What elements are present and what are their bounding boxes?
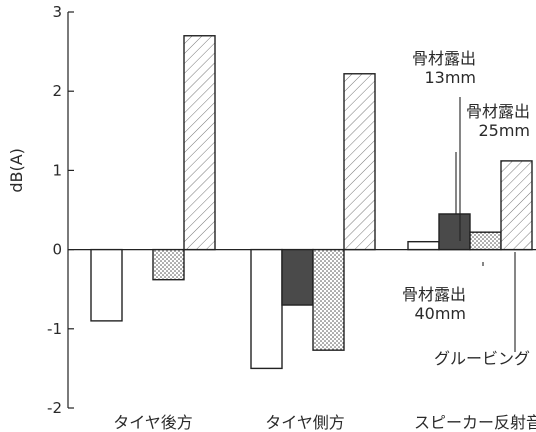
y-tick-label: 2	[52, 82, 62, 100]
y-tick-label: -1	[47, 320, 62, 338]
category-label: タイヤ側方	[265, 413, 345, 432]
annotation-label: グルービング	[434, 349, 530, 368]
bar-1-1	[90, 248, 123, 322]
annotation-label: 骨材露出	[466, 102, 530, 121]
bar-3-3	[469, 231, 502, 251]
bar-group	[90, 35, 533, 370]
bar-1-4	[183, 35, 216, 251]
bar-2-2	[281, 248, 314, 306]
annotation-label: 25mm	[478, 121, 530, 140]
annotation-label: 骨材露出	[402, 285, 466, 304]
category-label: タイヤ後方	[113, 413, 193, 432]
y-axis-title: dB(A)	[7, 148, 26, 193]
bar-2-1	[250, 248, 283, 370]
category-label-group: タイヤ後方 タイヤ側方 スピーカー反射音	[113, 413, 536, 432]
y-tick-label: 0	[52, 241, 62, 259]
annotation-label: 骨材露出	[412, 49, 476, 68]
annotation-label: 40mm	[414, 304, 466, 323]
bar-2-4	[343, 73, 376, 251]
category-label: スピーカー反射音	[414, 413, 536, 432]
bar-3-4	[500, 160, 533, 251]
annotation-label: 13mm	[424, 68, 476, 87]
bar-3-1	[407, 240, 440, 251]
y-tick-label: 1	[52, 161, 62, 179]
bar-1-3	[152, 248, 185, 281]
bar-3-2	[438, 213, 471, 251]
y-tick-label: -2	[47, 399, 62, 417]
y-tick-label: 3	[52, 3, 62, 21]
y-tick-group: 3 2 1 0 -1 -2	[47, 3, 74, 417]
bar-2-3	[312, 248, 345, 351]
